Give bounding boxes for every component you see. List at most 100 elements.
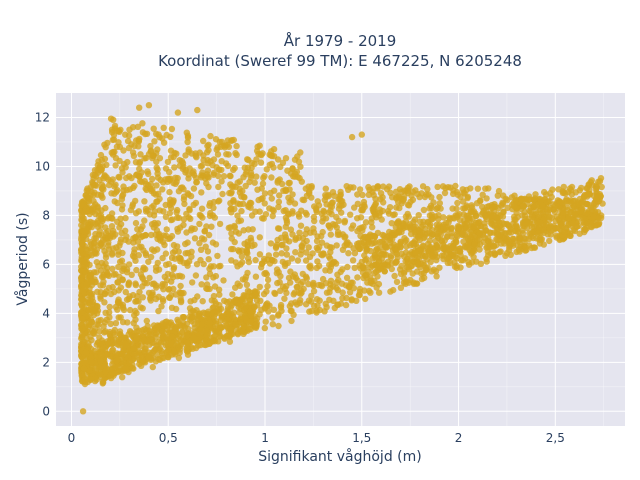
data-point	[327, 255, 334, 262]
data-point	[180, 289, 187, 297]
data-point	[240, 227, 247, 234]
data-point	[362, 295, 369, 303]
data-point	[103, 268, 110, 275]
data-point	[444, 184, 452, 191]
data-point	[118, 368, 125, 375]
data-point	[269, 212, 276, 220]
data-point	[162, 261, 170, 268]
data-point	[334, 228, 342, 236]
data-point	[360, 265, 367, 272]
data-point	[465, 261, 473, 268]
data-point	[158, 303, 165, 310]
data-point	[215, 166, 223, 173]
data-point	[192, 272, 200, 279]
data-point	[135, 298, 142, 305]
data-point	[153, 284, 160, 291]
data-point	[256, 208, 263, 215]
data-point	[172, 180, 179, 187]
data-point	[238, 207, 245, 215]
data-point	[130, 152, 138, 160]
data-point	[251, 241, 258, 249]
data-point	[97, 357, 104, 364]
data-point	[190, 334, 197, 341]
data-point	[111, 370, 119, 377]
data-point	[504, 204, 511, 211]
data-point	[499, 213, 507, 220]
data-point	[305, 244, 312, 251]
data-point	[462, 220, 469, 227]
data-point	[414, 260, 421, 267]
data-point	[132, 234, 139, 241]
data-point	[139, 223, 146, 230]
data-point	[418, 270, 425, 277]
data-point	[527, 208, 534, 216]
data-point	[78, 321, 85, 329]
data-point	[175, 214, 183, 221]
data-point	[284, 167, 291, 174]
data-point	[467, 228, 474, 236]
data-point	[239, 200, 247, 207]
data-point	[79, 408, 87, 415]
data-point	[136, 288, 143, 296]
data-point	[103, 174, 110, 181]
data-point	[88, 358, 96, 366]
data-point	[176, 332, 183, 340]
data-point	[412, 223, 419, 230]
data-point	[98, 181, 106, 188]
data-point	[161, 241, 168, 249]
data-point	[370, 205, 377, 212]
data-point	[405, 202, 413, 209]
data-point	[458, 230, 466, 238]
data-point	[106, 181, 113, 189]
data-point	[313, 309, 320, 316]
data-point	[283, 251, 291, 258]
data-point	[90, 329, 97, 337]
data-point	[365, 191, 372, 198]
data-point	[112, 181, 119, 188]
data-point	[481, 220, 488, 227]
data-point	[397, 244, 404, 251]
data-point	[119, 304, 127, 311]
data-point	[538, 236, 545, 243]
data-point	[256, 234, 263, 241]
data-point	[128, 271, 135, 278]
data-point	[294, 277, 301, 284]
data-point	[168, 304, 176, 311]
data-point	[271, 289, 278, 297]
data-point	[156, 155, 164, 162]
data-point	[427, 258, 434, 266]
data-point	[287, 279, 294, 286]
data-point	[291, 170, 299, 177]
data-point	[243, 246, 250, 254]
data-point	[108, 223, 116, 230]
data-point	[333, 213, 340, 221]
data-point	[393, 278, 401, 286]
data-point	[223, 151, 230, 158]
data-point	[346, 289, 354, 296]
data-point	[246, 308, 254, 315]
data-point	[466, 217, 473, 224]
data-point	[284, 259, 292, 267]
data-point	[196, 240, 203, 247]
data-point	[371, 277, 378, 285]
data-point	[515, 246, 523, 253]
data-point	[216, 302, 223, 309]
data-point	[160, 124, 167, 131]
data-point	[214, 252, 221, 260]
data-point	[427, 202, 435, 209]
data-point	[512, 222, 520, 229]
data-point	[266, 260, 274, 267]
data-point	[203, 332, 211, 339]
data-point	[251, 179, 258, 186]
data-point	[106, 309, 113, 316]
data-point	[195, 342, 202, 349]
data-point	[334, 301, 341, 308]
data-point	[228, 230, 235, 237]
data-point	[332, 260, 340, 267]
data-point	[98, 156, 106, 164]
data-point	[302, 257, 310, 264]
data-point	[471, 241, 478, 248]
data-point	[111, 326, 119, 334]
data-point	[408, 192, 415, 199]
data-point	[502, 252, 509, 259]
